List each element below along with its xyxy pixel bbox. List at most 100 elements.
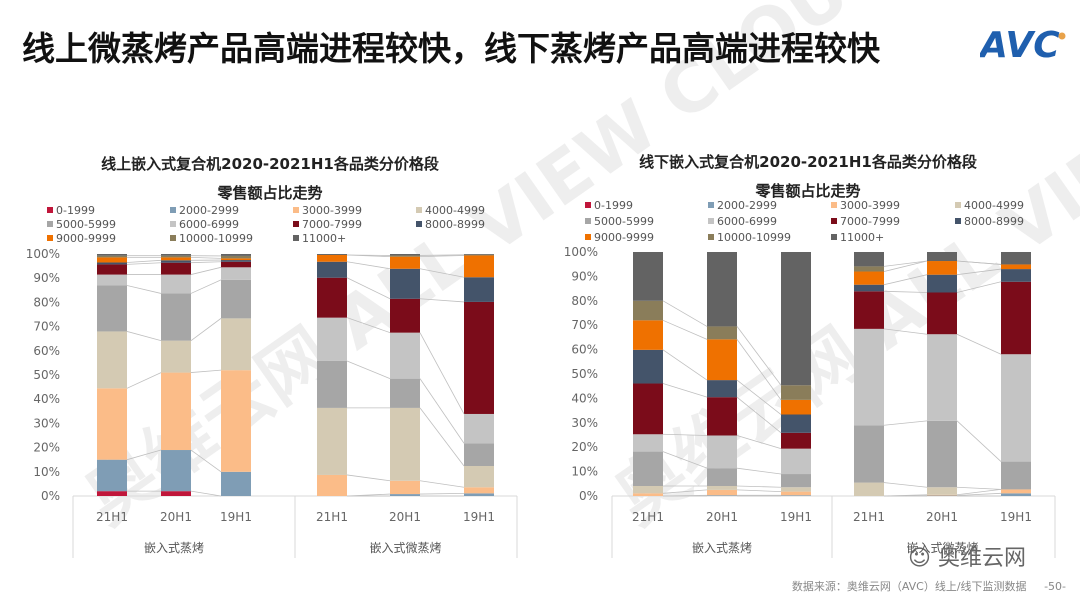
chart-title: 线上嵌入式复合机2020-2021H1各品类分价格段 xyxy=(101,155,439,173)
series-line xyxy=(662,349,708,381)
legend-swatch xyxy=(708,218,714,224)
bar-segment-2000-2999 xyxy=(221,471,251,496)
bar-segment-2000-2999 xyxy=(1001,493,1031,496)
y-tick-label: 0% xyxy=(579,489,598,503)
bar-segment-6000-6999 xyxy=(854,328,884,426)
series-line xyxy=(419,268,465,278)
series-line xyxy=(956,281,1002,293)
bar-segment-4000-4999 xyxy=(97,331,127,389)
series-line xyxy=(126,285,162,294)
legend-swatch xyxy=(708,202,714,208)
bar-segment-3000-3999 xyxy=(633,493,663,496)
series-line xyxy=(662,319,708,340)
bar-segment-8000-8999 xyxy=(707,380,737,398)
series-line xyxy=(883,274,928,286)
y-tick-label: 60% xyxy=(571,343,598,357)
x-tick-label: 19H1 xyxy=(1000,510,1032,524)
legend-swatch xyxy=(416,207,422,213)
legend-label: 3000-3999 xyxy=(302,204,362,217)
bar-segment-8000-8999 xyxy=(633,349,663,384)
bar-segment-9000-9999 xyxy=(390,256,420,269)
x-tick-label: 21H1 xyxy=(96,510,128,524)
bar-segment-11000+ xyxy=(707,252,737,327)
bar-segment-2000-2999 xyxy=(97,459,127,492)
y-tick-label: 40% xyxy=(571,391,598,405)
legend-label: 8000-8999 xyxy=(964,215,1024,228)
series-line xyxy=(736,467,782,475)
bar-segment-11000+ xyxy=(464,254,494,255)
legend-swatch xyxy=(170,207,176,213)
bar-segment-5000-5999 xyxy=(221,279,251,319)
series-line xyxy=(126,449,162,461)
bar-segment-7000-7999 xyxy=(854,291,884,329)
legend-item: 9000-9999 xyxy=(47,232,116,245)
x-tick-label: 19H1 xyxy=(463,510,495,524)
bar-segment-5000-5999 xyxy=(390,378,420,408)
legend-item: 0-1999 xyxy=(47,204,95,217)
legend-label: 0-1999 xyxy=(594,199,633,212)
x-tick-label: 19H1 xyxy=(220,510,252,524)
series-line xyxy=(883,494,928,497)
wechat-label: 奥维云网 xyxy=(937,546,1026,571)
series-line xyxy=(883,420,928,426)
bar-segment-6000-6999 xyxy=(781,448,811,475)
legend-item: 6000-6999 xyxy=(170,218,239,231)
bar-segment-7000-7999 xyxy=(317,277,347,318)
bar-segment-8000-8999 xyxy=(97,262,127,265)
series-line xyxy=(883,482,928,488)
legend-item: 2000-2999 xyxy=(170,204,239,217)
bar-segment-11000+ xyxy=(317,254,347,255)
bar-segment-8000-8999 xyxy=(221,260,251,262)
x-tick-label: 21H1 xyxy=(316,510,348,524)
legend-label: 5000-5999 xyxy=(594,215,654,228)
x-tick-label: 21H1 xyxy=(853,510,885,524)
bar-segment-7000-7999 xyxy=(464,301,494,414)
legend-swatch xyxy=(831,234,837,240)
legend-item: 9000-9999 xyxy=(585,231,654,244)
bar-segment-10000-10999 xyxy=(854,266,884,272)
legend-item: 7000-7999 xyxy=(831,215,900,228)
bar-segment-11000+ xyxy=(854,252,884,267)
bar-segment-6000-6999 xyxy=(927,334,957,421)
series-line xyxy=(126,331,162,342)
legend-label: 2000-2999 xyxy=(179,204,239,217)
bar-segment-8000-8999 xyxy=(161,260,191,263)
legend-swatch xyxy=(293,221,299,227)
legend-item: 10000-10999 xyxy=(170,232,253,245)
legend-label: 0-1999 xyxy=(56,204,95,217)
y-tick-label: 20% xyxy=(33,441,60,455)
x-tick-label: 20H1 xyxy=(160,510,192,524)
group-label: 嵌入式微蒸烤 xyxy=(369,540,441,555)
series-line xyxy=(883,290,928,293)
series-line xyxy=(662,494,708,497)
legend-label: 6000-6999 xyxy=(717,215,777,228)
series-line xyxy=(190,490,222,497)
bar-segment-9000-9999 xyxy=(464,255,494,278)
legend-item: 3000-3999 xyxy=(293,204,362,217)
bar-segment-7000-7999 xyxy=(161,262,191,275)
bar-segment-4000-4999 xyxy=(633,485,663,494)
bar-segment-7000-7999 xyxy=(1001,281,1031,355)
legend-item: 10000-10999 xyxy=(708,231,791,244)
bar-segment-7000-7999 xyxy=(707,397,737,436)
y-tick-label: 60% xyxy=(33,344,60,358)
bar-segment-6000-6999 xyxy=(221,267,251,280)
legend-swatch xyxy=(708,234,714,240)
series-line xyxy=(736,435,782,450)
legend-swatch xyxy=(585,234,591,240)
bar-segment-3000-3999 xyxy=(317,474,347,496)
bar-segment-2000-2999 xyxy=(464,493,494,496)
bar-segment-11000+ xyxy=(97,254,127,256)
legend-swatch xyxy=(585,202,591,208)
bar-segment-2000-2999 xyxy=(707,495,737,496)
legend-swatch xyxy=(47,235,53,241)
series-line xyxy=(126,372,162,389)
bar-segment-5000-5999 xyxy=(854,425,884,483)
bar-segment-9000-9999 xyxy=(707,339,737,381)
series-line xyxy=(190,318,222,341)
legend-label: 4000-4999 xyxy=(425,204,485,217)
bar-segment-9000-9999 xyxy=(317,254,347,262)
bar-segment-11000+ xyxy=(221,254,251,256)
legend-item: 7000-7999 xyxy=(293,218,362,231)
legend-swatch xyxy=(831,202,837,208)
